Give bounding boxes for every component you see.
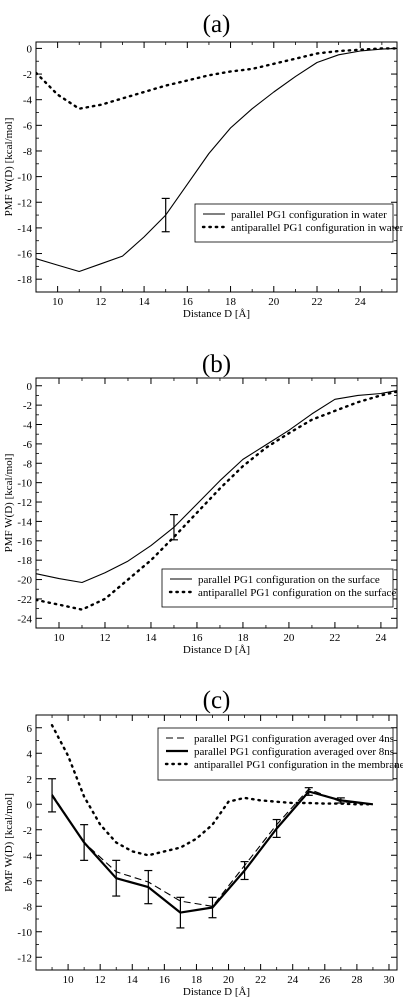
x-tick-label: 10 <box>52 296 64 308</box>
x-tick-label: 16 <box>191 632 203 644</box>
x-axis-label: Distance D [Å] <box>183 308 250 320</box>
legend-label-0: parallel PG1 configuration in water <box>231 209 387 221</box>
y-axis-label: PMF W(D) [kcal/mol] <box>3 454 15 553</box>
x-axis-label: Distance D [Å] <box>183 986 250 998</box>
y-tick-label: -12 <box>17 197 32 209</box>
plot-area-frame <box>35 377 398 629</box>
y-tick-label: -18 <box>17 555 32 567</box>
series-line-0 <box>36 47 397 273</box>
y-axis-label: PMF W(D) [kcal/mol] <box>3 793 15 892</box>
x-tick-label: 18 <box>191 974 203 986</box>
x-tick-label: 24 <box>355 296 367 308</box>
x-tick-label: 18 <box>225 296 237 308</box>
x-tick-label: 10 <box>53 632 65 644</box>
y-tick-label: 4 <box>27 748 33 760</box>
y-tick-label: -2 <box>23 825 32 837</box>
y-tick-label: -4 <box>23 850 33 862</box>
y-tick-label: -4 <box>23 95 33 107</box>
y-tick-label: -10 <box>17 927 32 939</box>
y-axis-label: PMF W(D) [kcal/mol] <box>3 118 15 217</box>
series-line-2 <box>50 724 375 857</box>
series-line-1 <box>36 47 397 110</box>
plot-area-frame <box>35 41 398 293</box>
y-tick-label: -12 <box>17 952 32 964</box>
y-tick-label: -2 <box>23 400 32 412</box>
legend-box <box>194 203 394 243</box>
y-tick-label: -22 <box>17 594 32 606</box>
x-tick-label: 12 <box>95 296 106 308</box>
y-tick-label: -6 <box>23 439 33 451</box>
x-tick-label: 16 <box>182 296 194 308</box>
legend-label-2: antiparallel PG1 configuration in the me… <box>194 759 403 771</box>
x-tick-label: 24 <box>375 632 387 644</box>
y-tick-label: -12 <box>17 497 32 509</box>
legend-label-0: parallel PG1 configuration averaged over… <box>194 733 394 745</box>
x-tick-label: 12 <box>95 974 106 986</box>
x-tick-label: 12 <box>99 632 110 644</box>
y-tick-label: 0 <box>27 799 33 811</box>
y-tick-label: -18 <box>17 274 32 286</box>
x-tick-label: 26 <box>319 974 331 986</box>
x-tick-label: 22 <box>329 632 340 644</box>
x-tick-label: 14 <box>139 296 151 308</box>
y-tick-label: -4 <box>23 420 33 432</box>
x-tick-label: 16 <box>159 974 171 986</box>
chart-title: (b) <box>202 351 231 378</box>
x-tick-label: 10 <box>63 974 75 986</box>
series-line-1 <box>36 390 397 611</box>
y-tick-label: -20 <box>17 575 32 587</box>
y-tick-label: -24 <box>17 613 32 625</box>
x-tick-label: 18 <box>237 632 249 644</box>
legend-label-0: parallel PG1 configuration on the surfac… <box>198 574 380 586</box>
series-line-0 <box>51 788 373 907</box>
x-tick-label: 20 <box>283 632 295 644</box>
series-line-1 <box>51 790 374 914</box>
legend-box <box>161 568 394 608</box>
y-tick-label: -2 <box>23 69 32 81</box>
x-tick-label: 22 <box>312 296 323 308</box>
chart-panel-1: (b) 10 12 14 16 18 20 22 24 0 -2 -4 -6 -8 -10 -12 -14 -16… <box>3 351 398 656</box>
y-tick-label: 0 <box>27 43 33 55</box>
chart-panel-2: (c)10 12 14 16 18 20 22 24 26 28 306420-2-4-6-8-10… <box>3 687 403 998</box>
x-tick-label: 30 <box>383 974 395 986</box>
x-tick-label: 28 <box>351 974 363 986</box>
y-tick-label: 2 <box>27 774 33 786</box>
y-tick-label: -8 <box>23 458 33 470</box>
series-line-0 <box>36 390 397 584</box>
y-tick-label: -8 <box>23 901 33 913</box>
x-tick-label: 22 <box>255 974 266 986</box>
x-tick-label: 14 <box>145 632 157 644</box>
y-tick-label: -14 <box>17 223 32 235</box>
x-tick-label: 20 <box>268 296 280 308</box>
y-tick-label: 0 <box>27 381 33 393</box>
legend-label-1: antiparallel PG1 configuration on the su… <box>198 587 396 599</box>
y-tick-label: -14 <box>17 516 32 528</box>
x-tick-label: 24 <box>287 974 299 986</box>
legend-box <box>157 727 394 781</box>
x-tick-label: 14 <box>127 974 139 986</box>
y-tick-label: -10 <box>17 478 32 490</box>
chart-title: (a) <box>203 11 231 38</box>
chart-title: (c) <box>203 687 231 714</box>
x-axis-label: Distance D [Å] <box>183 644 250 656</box>
y-tick-label: -16 <box>17 536 32 548</box>
y-tick-label: -6 <box>23 120 33 132</box>
y-tick-label: 6 <box>27 723 33 735</box>
legend-label-1: parallel PG1 configuration averaged over… <box>194 746 394 758</box>
x-tick-label: 20 <box>223 974 235 986</box>
y-tick-label: -10 <box>17 172 32 184</box>
y-tick-label: -6 <box>23 876 33 888</box>
y-tick-label: -16 <box>17 249 32 261</box>
y-tick-label: -8 <box>23 146 33 158</box>
chart-panel-0: (a) 10 12 14 16 18 20 22 24 0 -2 -4 -6 -8 -10 -12 -14 -16… <box>3 11 403 320</box>
legend-label-1: antiparallel PG1 configuration in water <box>231 222 403 234</box>
